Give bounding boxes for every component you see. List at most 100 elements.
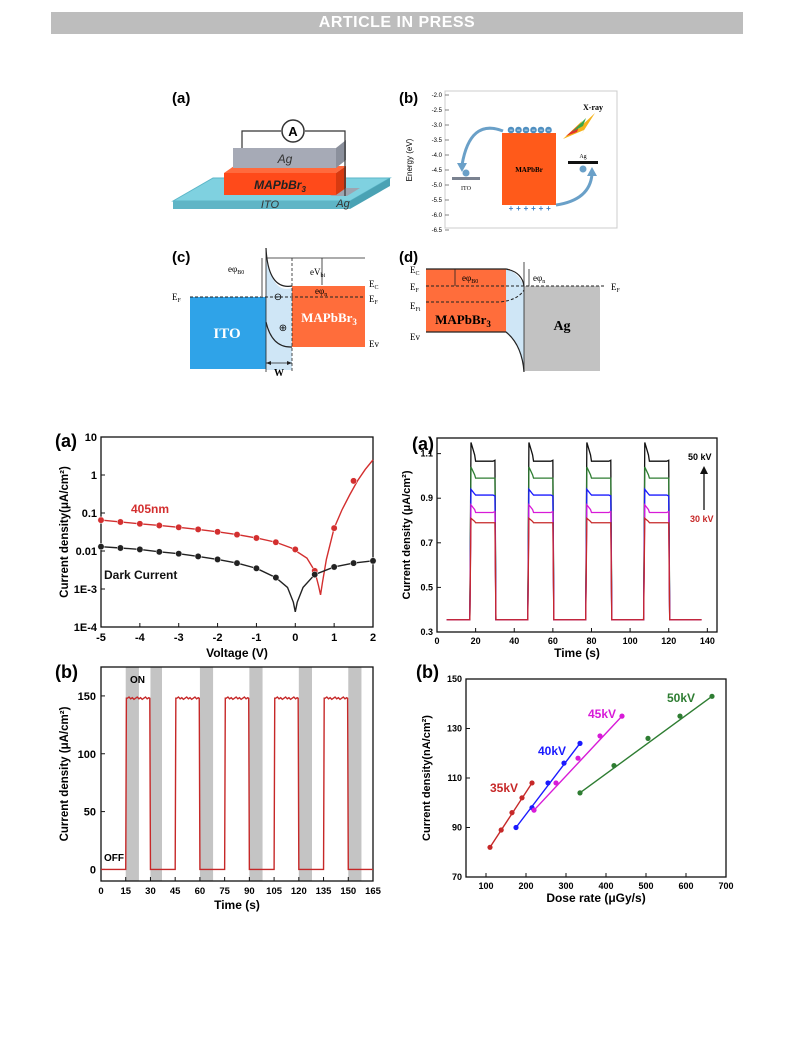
svg-text:Ag: Ag [579,154,586,160]
panel-b-label: (b) [399,90,418,107]
light-on-band [199,667,214,881]
light-on-band [348,667,362,881]
data-point [513,824,519,831]
x-axis-label: Time (s) [214,898,260,912]
data-point [252,564,260,572]
x-tick-label: 200 [518,881,533,891]
svg-text:−: − [509,128,513,134]
energy-tick-label: -4.0 [432,153,443,159]
d-ephi-b0-label: eφB0 [462,273,478,285]
x-tick-label: 0 [98,886,103,897]
data-point [498,827,504,833]
energy-tick-label: -6.5 [432,228,443,234]
electron-icon [530,126,537,134]
light-on-band [298,667,313,881]
x-tick-label: 20 [471,636,481,646]
data-point [214,528,222,536]
data-point [509,810,515,816]
svg-text:Ev: Ev [369,339,379,349]
series-label: 35kV [490,781,518,795]
light-on-band [125,667,139,881]
y-tick-label: 0.7 [420,538,433,548]
y-tick-label: 0.9 [420,493,433,503]
conduction-band-bend [265,247,293,287]
panel-label: (b) [55,662,78,682]
hole-icon: + [531,204,536,213]
fit-line [489,782,533,848]
svg-text:⊕: ⊕ [279,323,287,334]
electron-row: − − − − − − [507,126,552,134]
svg-text:−: − [547,128,551,134]
d-efi-label: EFi [410,301,421,313]
iv-chart: (a) -5 -4 -3 -2 -1 0 1 2 10 1 0.1 0.01 1E-3 1E-4 Voltag… [55,431,377,660]
y-tick-label: 90 [452,823,462,833]
panel-label: (a) [55,431,77,451]
data-point [577,740,583,746]
svg-text:W: W [274,368,284,379]
y-tick-label: 0 [90,864,96,876]
series-line [446,466,702,621]
data-point [519,795,525,801]
data-point [575,755,581,761]
mapbbr-band-label-d: MAPbBr3 [435,312,491,329]
hole-icon: + [524,204,529,213]
on-label: ON [130,675,145,686]
panel-label: (b) [416,662,439,682]
svg-text:⊖: ⊖ [274,292,282,303]
series-label: 50kV [667,691,695,705]
y-tick-label: 0.01 [76,546,97,558]
x-tick-label: 135 [316,886,333,897]
data-point [252,534,260,542]
mapbbr-label: MAPbBr3 [254,178,306,194]
plot-frame [100,436,374,628]
data-point [561,760,567,766]
electron-icon [522,126,530,134]
ito-block [190,297,266,369]
x-tick-label: -4 [135,632,146,644]
data-point [272,538,280,546]
x-tick-label: 1 [331,632,337,644]
data-point [233,559,241,567]
off-label: OFF [104,853,124,864]
panel-label: (a) [412,434,434,454]
ef-left-label: EF [172,292,182,304]
y-tick-label: 0.3 [420,627,433,637]
svg-text:X-ray: X-ray [583,103,603,112]
series-label: 45kV [588,707,616,721]
x-tick-label: 500 [638,881,653,891]
y-tick-label: 150 [78,691,96,703]
energy-tick-label: -3.0 [432,123,443,129]
data-point [272,574,280,582]
data-point [155,522,163,529]
plot-frame [100,666,374,882]
light-on-band [150,667,162,881]
y-tick-label: 1E-4 [74,622,98,634]
svg-text:ITO: ITO [261,199,280,211]
x-tick-label: 0 [434,636,439,646]
series-line [446,516,702,621]
ephi-b0-label: eφB0 [228,264,244,276]
data-point [709,693,715,699]
data-point [233,531,241,539]
y-tick-label: 110 [447,773,462,783]
data-point [116,518,124,526]
y-axis-label: Current density(nA/cm²) [421,715,433,841]
energy-tick-label: -5.0 [432,183,443,189]
svg-text:Energy (eV): Energy (eV) [405,138,414,181]
data-point [611,763,617,769]
valence-band-bend [265,321,293,348]
data-point [155,548,163,556]
x-tick-label: 165 [365,886,382,897]
data-point [194,552,202,560]
svg-text:A: A [288,124,298,139]
ag-top-electrode [233,148,336,168]
svg-text:−: − [517,128,521,134]
electron-icon [545,126,552,134]
data-point [116,544,124,552]
ephi-n-label: eφn [315,286,327,298]
data-point [553,780,559,786]
data-point [136,545,144,553]
x-tick-label: 150 [340,886,356,897]
y-axis-label: Current density (μA/cm²) [401,470,413,599]
